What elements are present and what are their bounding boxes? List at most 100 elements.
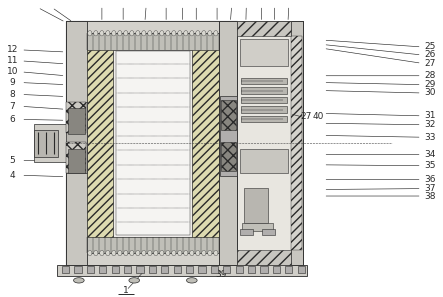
Ellipse shape [74,278,84,283]
Bar [242,223,273,231]
Ellipse shape [142,31,146,36]
Text: 9: 9 [10,78,15,87]
Ellipse shape [190,250,194,256]
Bar [66,142,86,173]
Bar [87,33,219,50]
Bar [112,266,119,273]
Bar [291,36,302,250]
Ellipse shape [184,250,188,256]
Bar [34,124,87,162]
Ellipse shape [136,31,140,36]
Ellipse shape [166,31,170,36]
Ellipse shape [202,31,206,36]
Bar [237,21,291,36]
Text: 28: 28 [424,71,435,80]
Ellipse shape [154,250,158,256]
Bar [161,266,168,273]
Bar [285,266,292,273]
Ellipse shape [154,31,158,36]
Bar [273,266,280,273]
Text: 30: 30 [424,89,435,97]
Bar [66,21,237,33]
Bar [241,78,287,84]
Ellipse shape [178,31,182,36]
Bar [68,149,85,173]
Ellipse shape [196,250,200,256]
Bar [248,266,255,273]
Ellipse shape [118,31,122,36]
Bar [66,21,237,265]
Ellipse shape [202,250,206,256]
Ellipse shape [160,31,164,36]
Ellipse shape [136,250,140,256]
Ellipse shape [129,278,140,283]
Text: 11: 11 [7,56,18,65]
Ellipse shape [100,250,104,256]
Bar [211,266,218,273]
Text: 38: 38 [424,192,435,200]
Bar [66,102,86,133]
Text: 39: 39 [216,270,227,279]
Text: 29: 29 [424,80,435,89]
Bar [113,50,192,237]
Bar [99,266,106,273]
Bar [241,106,287,113]
Ellipse shape [124,250,128,256]
Ellipse shape [196,31,200,36]
Text: 33: 33 [424,133,435,142]
Bar [66,253,237,265]
Bar [124,266,131,273]
Bar [291,21,303,265]
Bar [221,142,236,171]
Ellipse shape [112,250,116,256]
Ellipse shape [148,250,152,256]
Bar [116,51,190,235]
Ellipse shape [94,250,98,256]
Ellipse shape [112,31,116,36]
Ellipse shape [130,250,134,256]
Ellipse shape [214,250,218,256]
Text: 32: 32 [424,120,435,129]
Ellipse shape [130,31,134,36]
Ellipse shape [106,250,110,256]
Text: 14: 14 [46,0,58,2]
Ellipse shape [88,250,92,256]
Bar [220,96,237,176]
Ellipse shape [208,250,212,256]
Bar [87,50,113,237]
Bar [192,50,219,237]
Bar [66,21,87,265]
Text: 6: 6 [10,115,15,124]
Ellipse shape [142,250,146,256]
Ellipse shape [208,31,212,36]
Text: 26: 26 [424,50,435,59]
Bar [68,108,85,134]
Bar [244,188,268,223]
Text: 34: 34 [424,150,435,159]
Ellipse shape [124,31,128,36]
Bar [223,266,230,273]
Bar [149,266,156,273]
Ellipse shape [166,250,170,256]
Bar [241,97,287,103]
Bar [198,266,206,273]
Bar [240,149,288,173]
Bar [66,102,87,173]
Ellipse shape [172,250,176,256]
Bar [219,21,237,265]
Bar [57,265,307,276]
Ellipse shape [148,31,152,36]
Bar [236,266,243,273]
Bar [174,266,181,273]
Ellipse shape [100,31,104,36]
Text: 27: 27 [300,112,311,121]
Ellipse shape [160,250,164,256]
Ellipse shape [118,250,122,256]
Bar [237,250,291,265]
Bar [219,21,237,265]
Ellipse shape [190,31,194,36]
Bar [136,266,144,273]
Ellipse shape [178,250,182,256]
Bar [221,100,236,130]
Text: 36: 36 [424,175,435,184]
